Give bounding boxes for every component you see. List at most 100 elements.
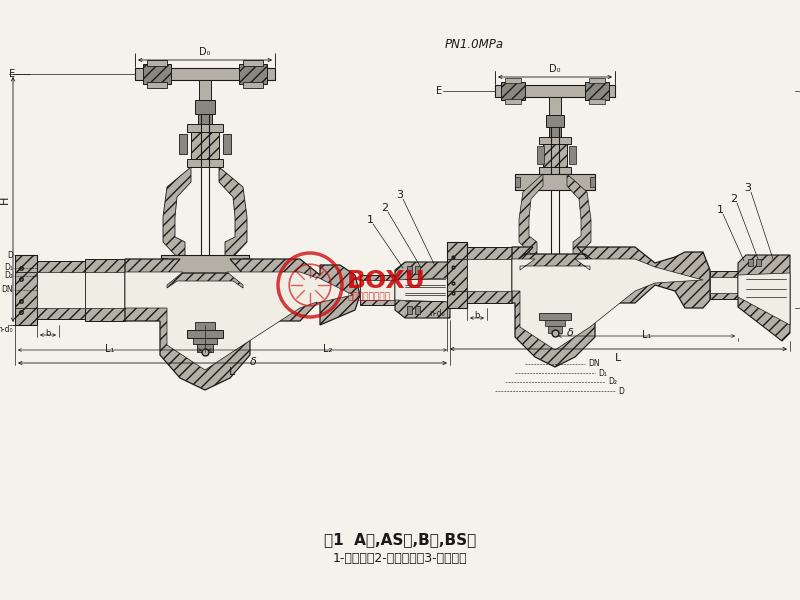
- Text: n-d₀: n-d₀: [0, 325, 13, 335]
- Text: 3: 3: [397, 190, 403, 200]
- Bar: [546, 115, 564, 127]
- Text: 3: 3: [745, 183, 751, 193]
- Text: D₁: D₁: [598, 368, 607, 377]
- Text: 2: 2: [730, 194, 738, 204]
- Bar: [539, 313, 571, 320]
- Bar: [223, 134, 231, 154]
- Bar: [199, 80, 211, 100]
- Polygon shape: [738, 273, 790, 325]
- Bar: [243, 82, 263, 88]
- Text: D₂: D₂: [4, 271, 13, 280]
- Text: D: D: [7, 251, 13, 259]
- Bar: [548, 326, 562, 333]
- Bar: [537, 146, 544, 164]
- Bar: [243, 258, 249, 270]
- Polygon shape: [738, 255, 790, 341]
- Bar: [15, 255, 37, 325]
- Polygon shape: [395, 278, 450, 302]
- Bar: [243, 60, 263, 66]
- Text: D: D: [618, 386, 624, 395]
- Bar: [710, 277, 738, 293]
- Text: L: L: [615, 353, 622, 363]
- Polygon shape: [125, 259, 360, 390]
- Text: n-d₀: n-d₀: [430, 308, 445, 317]
- Text: DN: DN: [588, 359, 600, 368]
- Text: D₂: D₂: [608, 377, 617, 386]
- Bar: [447, 242, 467, 308]
- Bar: [505, 99, 521, 104]
- Polygon shape: [125, 272, 353, 370]
- Polygon shape: [395, 262, 450, 318]
- Text: b: b: [46, 329, 50, 337]
- Bar: [193, 338, 217, 344]
- Polygon shape: [567, 174, 591, 254]
- Text: δ: δ: [250, 357, 257, 367]
- Bar: [135, 68, 275, 80]
- Bar: [569, 146, 576, 164]
- Bar: [515, 174, 595, 190]
- Bar: [143, 64, 171, 84]
- Text: PN1.0MPa: PN1.0MPa: [445, 38, 504, 51]
- Bar: [198, 114, 212, 124]
- Text: D₁: D₁: [4, 263, 13, 272]
- Bar: [85, 272, 125, 308]
- Text: D₀: D₀: [199, 47, 210, 57]
- Text: 1: 1: [717, 205, 723, 215]
- Text: b: b: [474, 311, 480, 320]
- Bar: [505, 78, 521, 83]
- Bar: [501, 82, 525, 100]
- Text: L₂: L₂: [323, 344, 332, 354]
- Bar: [545, 320, 565, 326]
- Bar: [590, 177, 595, 187]
- Text: H: H: [0, 196, 10, 203]
- Bar: [197, 344, 213, 352]
- Bar: [495, 85, 615, 97]
- Bar: [415, 266, 420, 274]
- Polygon shape: [519, 174, 543, 254]
- Polygon shape: [219, 167, 247, 257]
- Bar: [37, 272, 85, 308]
- Text: E: E: [9, 69, 15, 79]
- Bar: [179, 134, 187, 154]
- Bar: [756, 259, 761, 266]
- Bar: [191, 132, 219, 167]
- Text: 1-消防阀；2-消防接头；3-接头封盖: 1-消防阀；2-消防接头；3-接头封盖: [333, 551, 467, 565]
- Bar: [187, 330, 223, 338]
- Bar: [585, 82, 609, 100]
- Text: 江蘋船用设备制造: 江蘋船用设备制造: [347, 292, 390, 301]
- Polygon shape: [512, 247, 710, 367]
- Bar: [539, 167, 571, 174]
- Bar: [85, 259, 125, 321]
- Bar: [187, 159, 223, 167]
- Text: 2: 2: [382, 203, 389, 213]
- Bar: [161, 258, 167, 270]
- Text: BOXU: BOXU: [347, 269, 426, 293]
- Text: E: E: [436, 86, 442, 96]
- Polygon shape: [195, 322, 215, 330]
- Bar: [187, 124, 223, 132]
- Bar: [467, 247, 512, 303]
- Bar: [360, 275, 395, 305]
- Polygon shape: [512, 259, 703, 350]
- Bar: [539, 137, 571, 144]
- Bar: [407, 306, 412, 314]
- Bar: [161, 255, 249, 273]
- Bar: [549, 127, 561, 137]
- Bar: [543, 144, 567, 174]
- Bar: [195, 100, 215, 114]
- Text: 图1  A型,AS型,B型,BS型: 图1 A型,AS型,B型,BS型: [324, 533, 476, 547]
- Text: 1: 1: [366, 215, 374, 225]
- Bar: [589, 78, 605, 83]
- Bar: [748, 259, 753, 266]
- Bar: [360, 280, 395, 300]
- Polygon shape: [163, 167, 191, 257]
- Bar: [515, 177, 520, 187]
- Bar: [549, 97, 561, 115]
- Bar: [147, 60, 167, 66]
- Bar: [589, 99, 605, 104]
- Bar: [37, 261, 85, 319]
- Bar: [147, 82, 167, 88]
- Bar: [415, 306, 420, 314]
- Bar: [710, 271, 738, 299]
- Text: L₁: L₁: [106, 344, 114, 354]
